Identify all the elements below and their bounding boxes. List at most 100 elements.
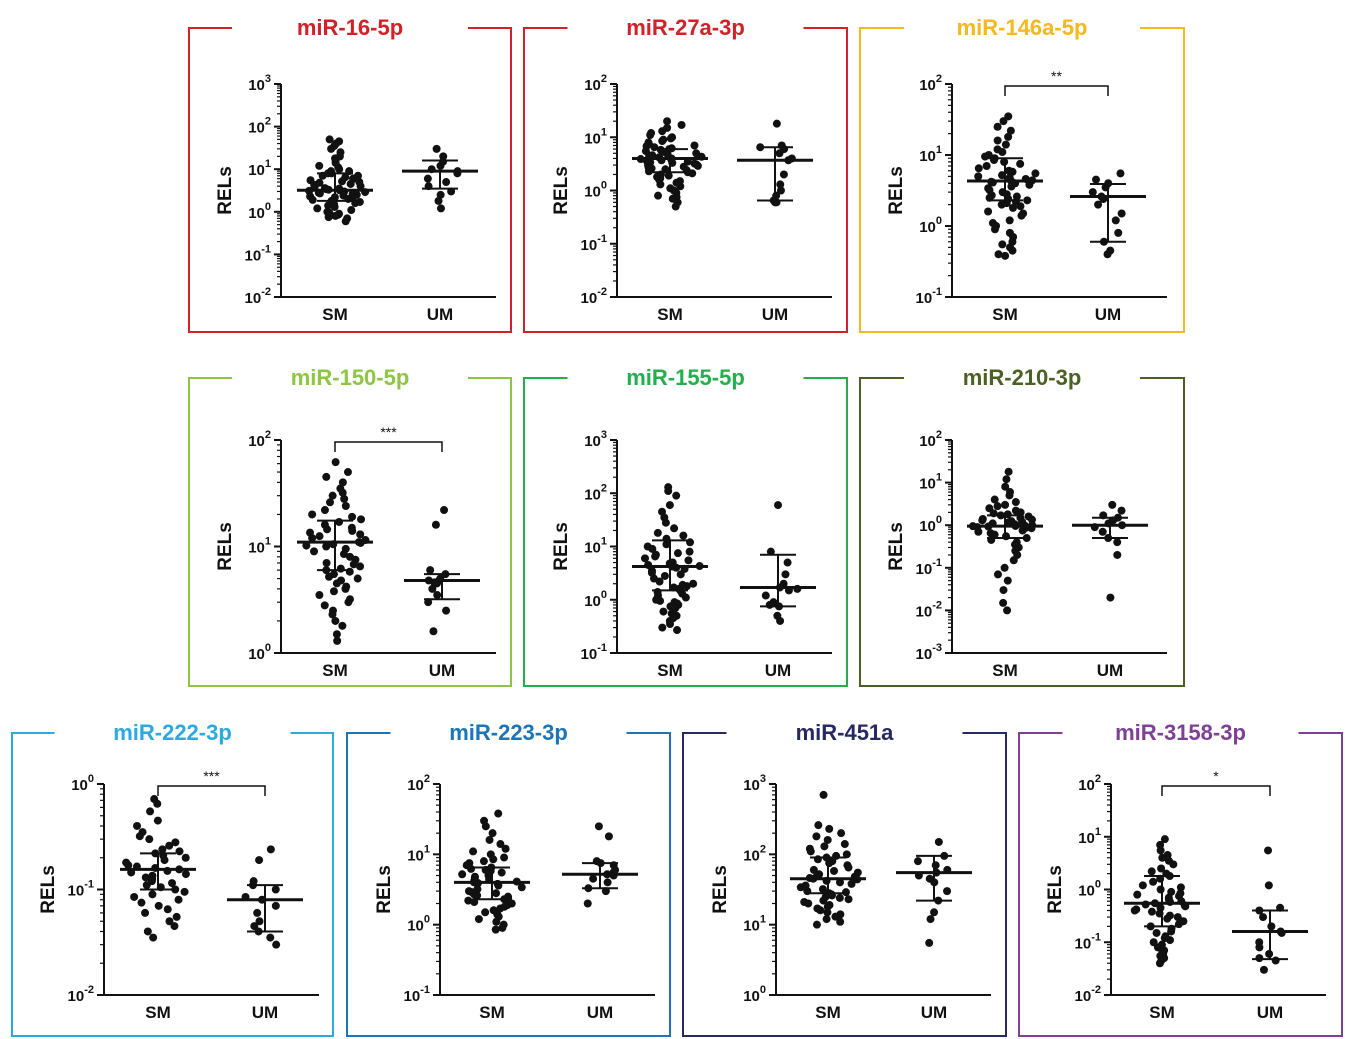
y-tick-label: 102 (1078, 773, 1101, 794)
data-point (1113, 538, 1122, 547)
data-point (648, 544, 657, 553)
data-point (825, 859, 834, 868)
data-point (1011, 498, 1020, 507)
data-point (345, 567, 354, 576)
data-point (479, 857, 488, 866)
data-point (999, 117, 1008, 126)
data-point (433, 591, 442, 600)
data-point (1155, 959, 1164, 968)
data-point (925, 938, 934, 947)
data-point (434, 196, 443, 205)
data-point (682, 582, 691, 591)
x-tick-label-um: UM (427, 305, 453, 324)
data-point (1016, 202, 1025, 211)
y-tick-label: 10-1 (916, 557, 942, 578)
y-tick-label: 101 (584, 536, 607, 557)
data-point (926, 915, 935, 924)
data-point (426, 566, 435, 575)
data-point (658, 623, 667, 632)
data-point (661, 518, 670, 527)
data-point (348, 526, 357, 535)
data-point (1267, 922, 1276, 931)
data-point (272, 940, 281, 949)
data-point (308, 510, 317, 519)
data-point (998, 240, 1007, 249)
data-point (1098, 527, 1107, 536)
y-tick-label: 100 (407, 914, 430, 935)
data-point (174, 895, 183, 904)
panel-title: miR-3158-3p (1115, 720, 1246, 745)
panel-title: miR-223-3p (449, 720, 568, 745)
data-point (1117, 506, 1126, 515)
data-point (660, 571, 669, 580)
data-point (1003, 606, 1012, 615)
data-point (442, 178, 451, 187)
data-point (1092, 175, 1101, 184)
data-point (491, 925, 500, 934)
significance-bracket (334, 441, 443, 452)
panel-mir-155-5p: miR-155-5p 10-1 100 101 102 103 RELs SM UM (523, 365, 848, 687)
data-point (673, 626, 682, 635)
data-point (492, 917, 501, 926)
data-point (993, 570, 1002, 579)
data-point (440, 506, 449, 515)
data-point (322, 472, 331, 481)
data-point (775, 149, 784, 158)
data-point (783, 558, 792, 567)
data-point (1152, 928, 1161, 937)
data-point (165, 917, 174, 926)
x-tick-label-sm: SM (992, 661, 1018, 680)
panel-frame (1018, 732, 1343, 1037)
data-point (819, 896, 828, 905)
y-tick-label: 10-2 (1075, 984, 1101, 1005)
significance-label: * (1213, 768, 1219, 784)
data-point (1005, 491, 1014, 500)
data-point (130, 892, 139, 901)
data-point (804, 899, 813, 908)
panel-title: miR-155-5p (626, 365, 745, 390)
data-point (835, 893, 844, 902)
data-point (255, 917, 264, 926)
data-point (1147, 867, 1156, 876)
data-point (654, 191, 663, 200)
panel-frame (346, 732, 671, 1037)
data-point (990, 495, 999, 504)
data-point (332, 630, 341, 639)
panel-frame (188, 377, 512, 687)
x-tick-label-sm: SM (992, 305, 1018, 324)
data-point (158, 845, 167, 854)
data-point (676, 570, 685, 579)
y-tick-label: 100 (919, 215, 942, 236)
data-point (765, 600, 774, 609)
data-point (656, 180, 665, 189)
data-point (423, 174, 432, 183)
x-tick-label-um: UM (1257, 1003, 1283, 1022)
data-point (681, 593, 690, 602)
data-point (1004, 518, 1013, 527)
x-tick-label-sm: SM (479, 1003, 505, 1022)
y-tick-label: 101 (407, 843, 430, 864)
data-point (467, 864, 476, 873)
panel-frame (859, 377, 1185, 687)
data-point (500, 853, 509, 862)
x-tick-label-um: UM (1095, 305, 1121, 324)
data-point (812, 832, 821, 841)
data-point (341, 502, 350, 511)
data-point (830, 866, 839, 875)
data-point (1103, 250, 1112, 259)
data-point (429, 627, 438, 636)
data-point (322, 558, 331, 567)
data-point (997, 200, 1006, 209)
data-point (175, 847, 184, 856)
data-point (498, 923, 507, 932)
y-tick-label: 101 (248, 158, 271, 179)
x-tick-label-um: UM (762, 305, 788, 324)
data-point (1002, 475, 1011, 484)
data-point (655, 577, 664, 586)
y-tick-label: 10-2 (916, 599, 942, 620)
data-point (1106, 593, 1115, 602)
data-point (330, 202, 339, 211)
y-tick-label: 102 (407, 773, 430, 794)
y-tick-label: 10-1 (581, 642, 607, 663)
panel-title: miR-150-5p (291, 365, 410, 390)
